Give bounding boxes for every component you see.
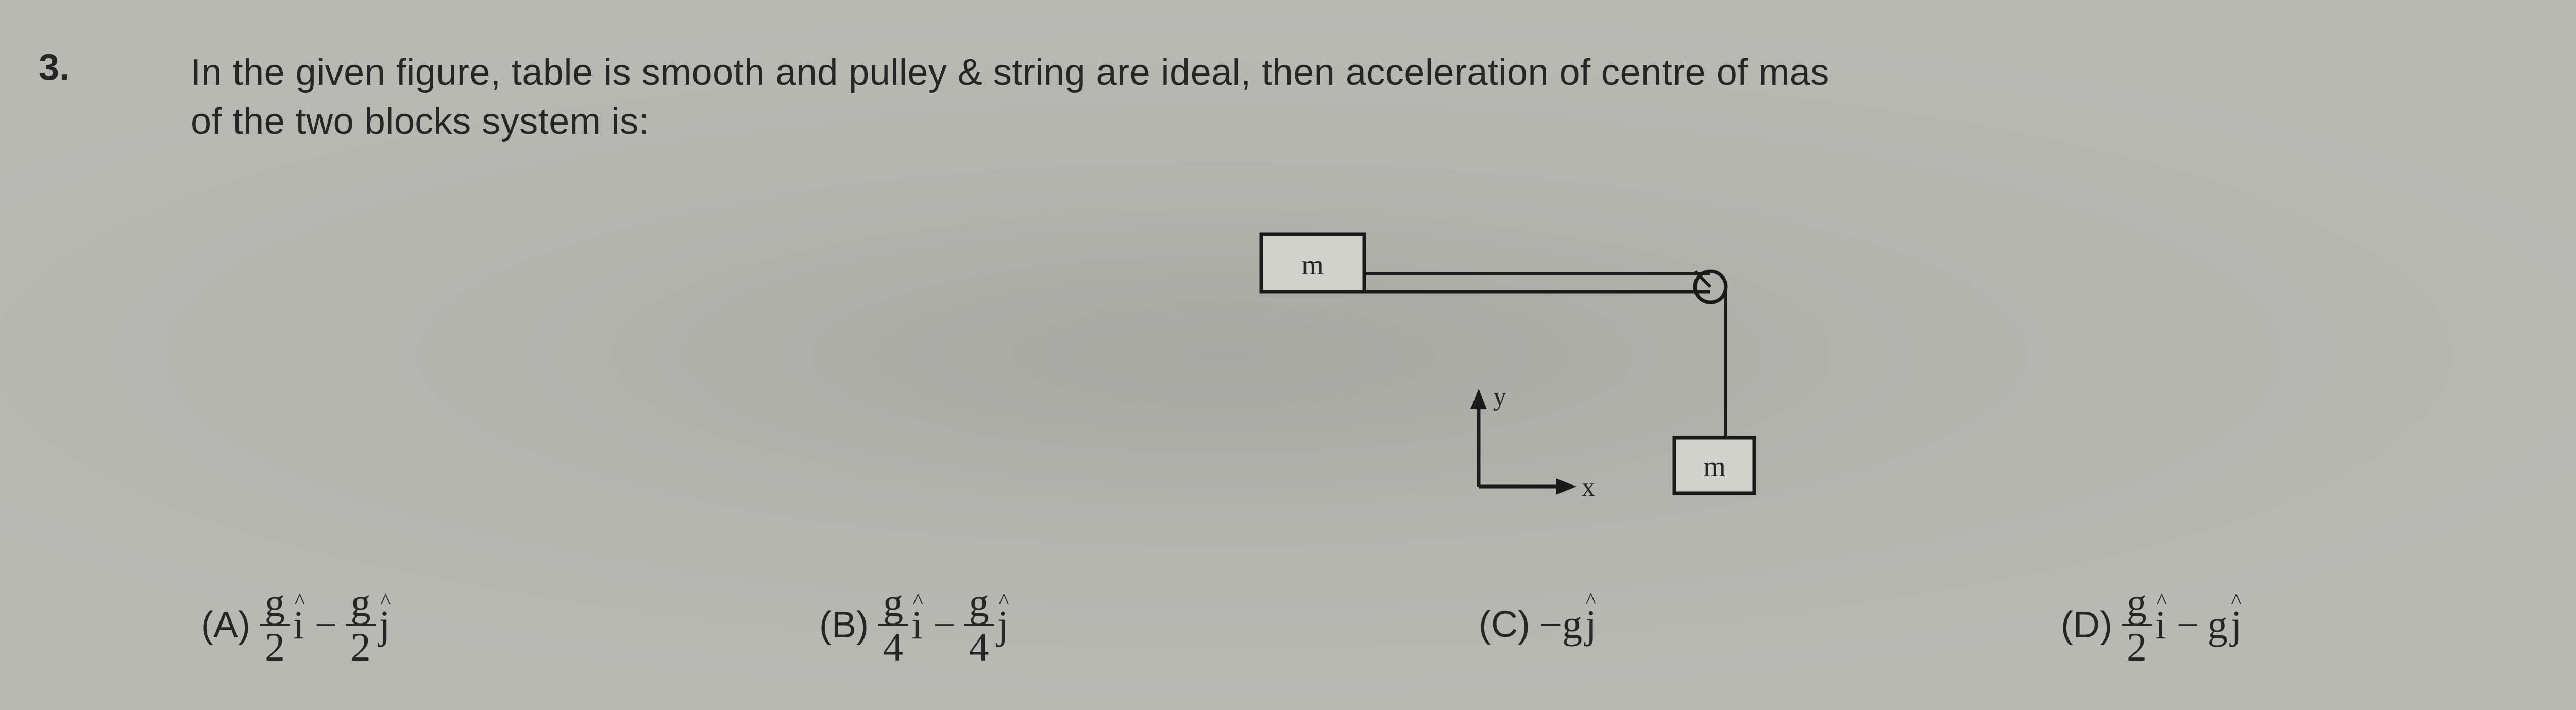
option-a-label: (A)	[201, 604, 250, 646]
page: 3. 7. In the given figure, table is smoo…	[0, 0, 2576, 710]
i-hat-icon: i i	[2155, 602, 2168, 648]
option-d-g: g	[2208, 602, 2228, 648]
block-top-label: m	[1301, 249, 1324, 281]
option-b-frac2: g 4	[964, 582, 994, 668]
option-c-text: −g	[1539, 601, 1582, 648]
pulley-figure: m m y x	[1252, 229, 1767, 517]
option-a-frac2: g 2	[346, 582, 376, 668]
option-a-frac1: g 2	[260, 582, 290, 668]
option-a: (A) g 2 i i − g 2 j j	[201, 582, 392, 668]
option-d-label: (D)	[2061, 604, 2112, 646]
j-hat-icon: j j	[379, 602, 393, 648]
axis-y-label: y	[1493, 382, 1506, 411]
i-hat-icon: i i	[293, 602, 307, 648]
option-b-frac1: g 4	[878, 582, 908, 668]
axis-x-label: x	[1582, 473, 1595, 502]
block-hanging-label: m	[1703, 451, 1726, 483]
option-c: (C) −g j j	[1479, 601, 1597, 648]
option-c-label: (C)	[1479, 603, 1530, 646]
option-d-frac1: g 2	[2122, 582, 2152, 668]
question-text-line1: In the given figure, table is smooth and…	[191, 51, 1829, 94]
j-hat-icon: j j	[1585, 601, 1597, 648]
j-hat-icon: j j	[2231, 602, 2242, 648]
minus-sign: −	[2172, 602, 2205, 648]
axes: y x	[1470, 382, 1595, 502]
minus-sign: −	[928, 602, 961, 648]
question-number: 3.	[39, 46, 70, 89]
i-hat-icon: i i	[911, 602, 925, 648]
option-b: (B) g 4 i i − g 4 j j	[819, 582, 1010, 668]
option-b-label: (B)	[819, 604, 869, 646]
option-d: (D) g 2 i i − g j j	[2061, 582, 2242, 668]
j-hat-icon: j j	[997, 602, 1011, 648]
minus-sign: −	[310, 602, 343, 648]
question-text-line2: of the two blocks system is:	[191, 100, 649, 143]
